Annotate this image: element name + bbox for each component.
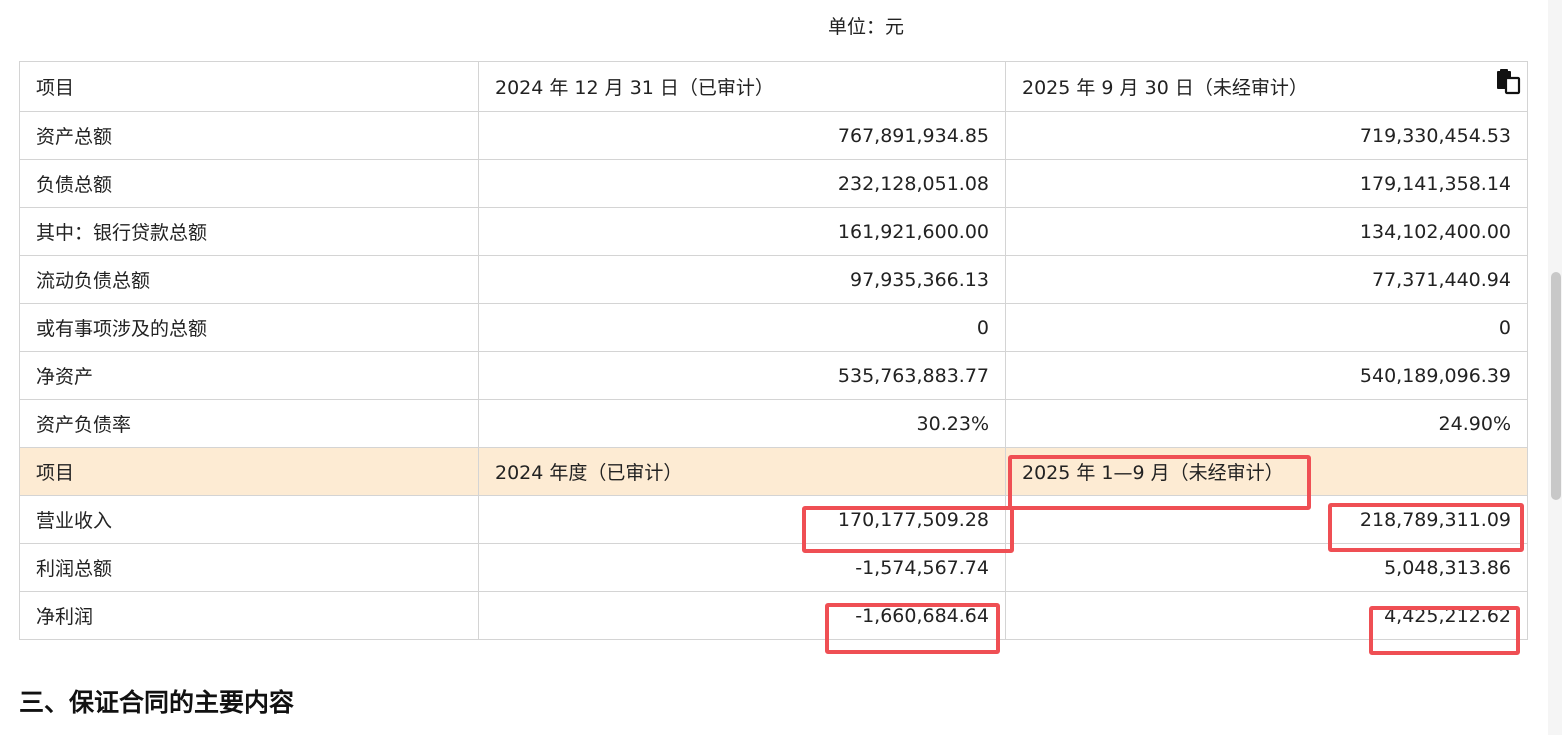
value-cell: 170,177,509.28 [478,495,1006,544]
table-row: 净资产 535,763,883.77 540,189,096.39 [19,351,1528,400]
value-cell: -1,660,684.64 [478,591,1006,640]
value-cell: 24.90% [1005,399,1528,448]
value-cell: 719,330,454.53 [1005,111,1528,160]
financial-table: 项目 2024 年 12 月 31 日（已审计） 2025 年 9 月 30 日… [19,61,1528,640]
row-label: 项目 [19,61,479,112]
value-cell: 97,935,366.13 [478,255,1006,304]
value-cell: 5,048,313.86 [1005,543,1528,592]
value-cell: 218,789,311.09 [1005,495,1528,544]
header-cell: 2025 年 9 月 30 日（未经审计） [1005,61,1528,112]
value-cell: 0 [478,303,1006,352]
table-row: 净利润 -1,660,684.64 4,425,212.62 [19,591,1528,640]
value-cell: 134,102,400.00 [1005,207,1528,256]
table-row: 其中：银行贷款总额 161,921,600.00 134,102,400.00 [19,207,1528,256]
value-cell: 540,189,096.39 [1005,351,1528,400]
value-cell: -1,574,567.74 [478,543,1006,592]
value-cell: 4,425,212.62 [1005,591,1528,640]
table-row: 利润总额 -1,574,567.74 5,048,313.86 [19,543,1528,592]
row-label: 净资产 [19,351,479,400]
value-cell: 535,763,883.77 [478,351,1006,400]
table-row: 资产总额 767,891,934.85 719,330,454.53 [19,111,1528,160]
value-cell: 0 [1005,303,1528,352]
value-cell: 232,128,051.08 [478,159,1006,208]
row-label: 负债总额 [19,159,479,208]
table-row: 资产负债率 30.23% 24.90% [19,399,1528,448]
row-label: 或有事项涉及的总额 [19,303,479,352]
table-row: 负债总额 232,128,051.08 179,141,358.14 [19,159,1528,208]
row-label: 流动负债总额 [19,255,479,304]
row-label: 资产总额 [19,111,479,160]
section-title: 三、保证合同的主要内容 [19,688,295,717]
table-header-row: 项目 2024 年 12 月 31 日（已审计） 2025 年 9 月 30 日… [19,61,1528,112]
table-row: 或有事项涉及的总额 0 0 [19,303,1528,352]
value-cell: 767,891,934.85 [478,111,1006,160]
copy-icon[interactable] [1494,68,1522,96]
row-label: 营业收入 [19,495,479,544]
table-row: 流动负债总额 97,935,366.13 77,371,440.94 [19,255,1528,304]
unit-label: 单位：元 [828,16,905,38]
header-cell: 2025 年 1—9 月（未经审计） [1005,447,1528,496]
header-cell: 2024 年 12 月 31 日（已审计） [478,61,1006,112]
row-label: 项目 [19,447,479,496]
value-cell: 161,921,600.00 [478,207,1006,256]
row-label: 利润总额 [19,543,479,592]
value-cell: 179,141,358.14 [1005,159,1528,208]
value-cell: 77,371,440.94 [1005,255,1528,304]
table-row: 营业收入 170,177,509.28 218,789,311.09 [19,495,1528,544]
table-subheader-row: 项目 2024 年度（已审计） 2025 年 1—9 月（未经审计） [19,447,1528,496]
row-label: 其中：银行贷款总额 [19,207,479,256]
value-cell: 30.23% [478,399,1006,448]
header-cell: 2024 年度（已审计） [478,447,1006,496]
row-label: 资产负债率 [19,399,479,448]
row-label: 净利润 [19,591,479,640]
scrollbar-thumb[interactable] [1551,272,1561,500]
